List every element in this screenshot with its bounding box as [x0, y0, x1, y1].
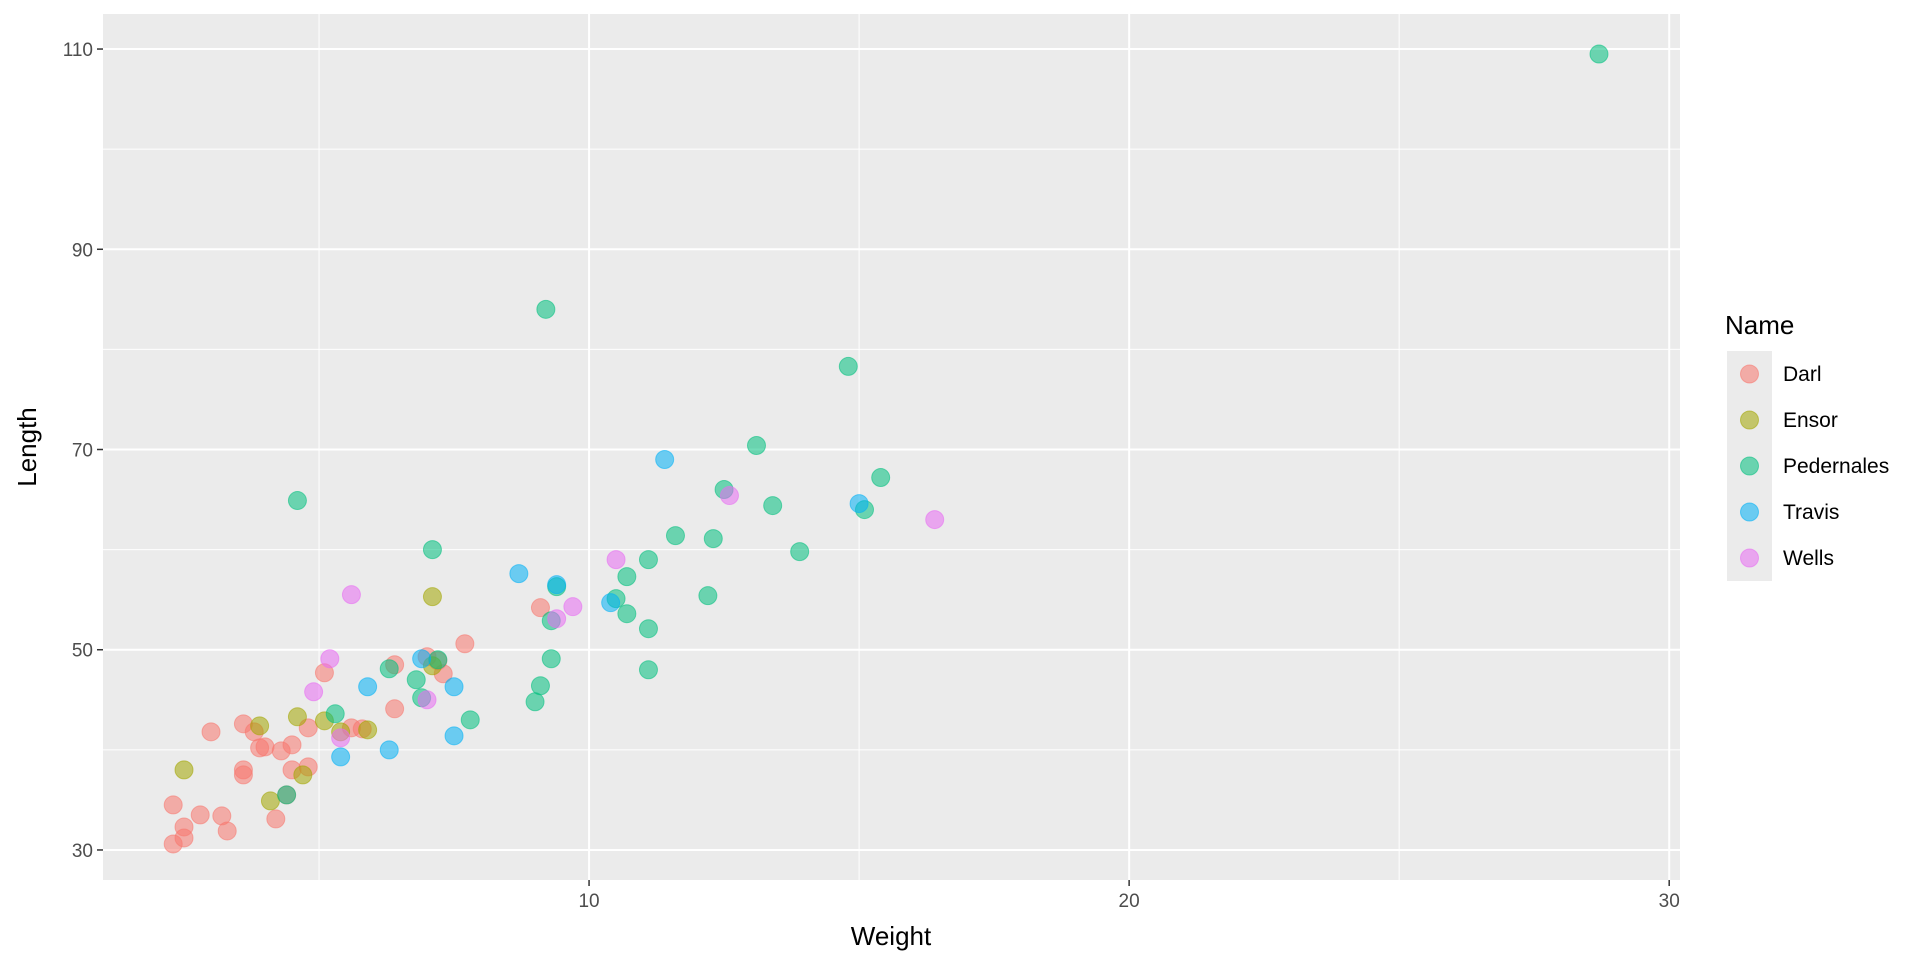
- data-point-wells: [320, 649, 340, 669]
- data-point-ensor: [250, 716, 270, 736]
- data-point-darl: [266, 809, 286, 829]
- data-point-darl: [163, 795, 183, 815]
- data-point-pedernales: [838, 356, 858, 376]
- data-point-pedernales: [525, 692, 545, 712]
- data-point-ensor: [174, 760, 194, 780]
- data-point-pedernales: [422, 540, 442, 560]
- legend-title: Name: [1725, 310, 1794, 340]
- data-point-pedernales: [790, 542, 810, 562]
- data-point-pedernales: [460, 710, 480, 730]
- y-tick-label: 50: [72, 641, 93, 662]
- data-point-ensor: [287, 707, 307, 727]
- data-point-pedernales: [638, 550, 658, 570]
- data-point-travis: [547, 575, 567, 595]
- data-point-pedernales: [530, 676, 550, 696]
- data-point-wells: [606, 550, 626, 570]
- data-point-pedernales: [277, 785, 297, 805]
- y-tick-label: 70: [72, 441, 93, 462]
- data-point-darl: [455, 634, 475, 654]
- legend-label-wells: Wells: [1783, 547, 1834, 570]
- data-point-pedernales: [406, 670, 426, 690]
- data-point-travis: [358, 677, 378, 697]
- data-point-pedernales: [698, 586, 718, 606]
- data-point-travis: [849, 494, 869, 514]
- legend: Name Darl Ensor Pedernales Travis Wells: [1725, 310, 1889, 581]
- x-axis-title: Weight: [851, 921, 932, 951]
- data-point-darl: [217, 821, 237, 841]
- data-point-darl: [530, 598, 550, 618]
- legend-key-pedernales: [1740, 456, 1759, 476]
- data-point-travis: [412, 649, 432, 669]
- data-point-wells: [331, 728, 351, 748]
- data-point-darl: [190, 805, 210, 825]
- legend-label-travis: Travis: [1783, 501, 1839, 524]
- data-point-pedernales: [541, 649, 561, 669]
- data-point-travis: [331, 747, 351, 767]
- data-point-darl: [174, 817, 194, 837]
- x-tick-label: 20: [1119, 891, 1140, 912]
- data-point-pedernales: [617, 604, 637, 624]
- data-point-darl: [255, 737, 275, 757]
- data-point-ensor: [293, 765, 313, 785]
- data-point-darl: [233, 765, 253, 785]
- data-point-pedernales: [287, 491, 307, 511]
- data-point-ensor: [358, 720, 378, 740]
- data-point-ensor: [260, 791, 280, 811]
- axes: 10 20 30 30 50 70 90 110: [63, 40, 1680, 912]
- data-point-pedernales: [746, 435, 766, 455]
- data-point-travis: [444, 726, 464, 746]
- y-axis-title: Length: [12, 407, 42, 487]
- data-point-wells: [341, 585, 361, 605]
- y-tick-label: 90: [72, 240, 93, 261]
- x-tick-label: 30: [1659, 891, 1680, 912]
- data-point-pedernales: [763, 496, 783, 516]
- legend-label-darl: Darl: [1783, 363, 1822, 386]
- data-point-pedernales: [638, 660, 658, 680]
- data-point-wells: [417, 690, 437, 710]
- data-point-wells: [547, 609, 567, 629]
- data-point-ensor: [422, 587, 442, 607]
- data-point-wells: [563, 597, 583, 617]
- y-tick-label: 30: [72, 841, 93, 862]
- minor-grid: [103, 14, 1680, 880]
- data-point-pedernales: [617, 567, 637, 587]
- legend-key-wells: [1740, 548, 1759, 568]
- legend-label-ensor: Ensor: [1783, 409, 1838, 432]
- legend-label-pedernales: Pedernales: [1783, 455, 1889, 478]
- data-point-pedernales: [1589, 44, 1609, 64]
- data-point-wells: [719, 486, 739, 506]
- data-point-travis: [655, 450, 675, 470]
- data-point-darl: [385, 699, 405, 719]
- data-point-pedernales: [536, 299, 556, 319]
- data-point-travis: [601, 593, 621, 613]
- data-point-pedernales: [428, 650, 448, 670]
- data-point-pedernales: [638, 619, 658, 639]
- legend-items: Darl Ensor Pedernales Travis Wells: [1727, 351, 1889, 581]
- data-point-darl: [201, 722, 221, 742]
- data-point-pedernales: [379, 659, 399, 679]
- data-points: [163, 44, 1609, 854]
- legend-key-ensor: [1740, 410, 1759, 430]
- legend-key-travis: [1740, 502, 1759, 522]
- data-point-wells: [925, 510, 945, 530]
- data-point-darl: [282, 735, 302, 755]
- major-grid: [103, 14, 1680, 880]
- data-point-travis: [379, 740, 399, 760]
- data-point-pedernales: [665, 526, 685, 546]
- y-tick-label: 110: [63, 40, 93, 61]
- data-point-pedernales: [325, 704, 345, 724]
- data-point-wells: [304, 682, 324, 702]
- data-point-pedernales: [871, 468, 891, 488]
- data-point-pedernales: [703, 529, 723, 549]
- x-tick-label: 10: [578, 891, 599, 912]
- legend-key-darl: [1740, 364, 1759, 384]
- data-point-travis: [509, 564, 529, 584]
- data-point-travis: [444, 677, 464, 697]
